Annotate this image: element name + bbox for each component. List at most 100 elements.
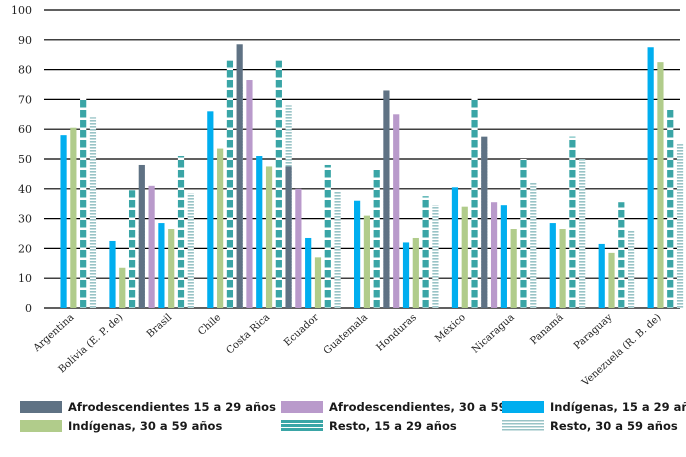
bar <box>207 111 214 308</box>
bar <box>549 223 556 308</box>
x-tick-label: Costa Rica <box>224 312 272 357</box>
bar <box>500 205 507 308</box>
x-tick-label: Ecuador <box>282 312 321 349</box>
y-tick-label: 40 <box>18 183 32 196</box>
legend-label: Indígenas, 15 a 29 años <box>550 400 686 414</box>
y-tick-label: 30 <box>18 213 32 226</box>
y-tick-label: 0 <box>25 302 32 315</box>
y-tick-label: 50 <box>18 153 32 166</box>
bar <box>510 229 517 308</box>
bar <box>354 200 361 308</box>
bar <box>598 243 605 308</box>
bar <box>305 237 312 308</box>
bar <box>402 242 410 308</box>
x-tick-label: Argentina <box>31 312 77 355</box>
bar <box>236 44 243 309</box>
bar <box>80 97 87 308</box>
legend-swatch <box>20 420 62 432</box>
bar <box>393 114 400 308</box>
bar <box>148 185 155 308</box>
y-tick-label: 60 <box>18 123 32 136</box>
legend-item: Afrodescendientes 15 a 29 años <box>20 400 276 414</box>
y-tick-label: 80 <box>18 64 32 77</box>
legend-swatch <box>281 401 323 413</box>
x-tick-label: Brasil <box>145 312 174 340</box>
bar <box>217 148 224 308</box>
x-tick-label: Venezuela (R. B. de) <box>579 312 663 389</box>
bar <box>608 252 615 308</box>
legend-label: Indígenas, 30 a 59 años <box>68 419 223 433</box>
bar <box>128 190 136 308</box>
bar <box>314 257 322 308</box>
legend-swatch <box>20 401 62 413</box>
bar <box>383 90 390 309</box>
bar <box>618 202 625 308</box>
bar <box>70 127 77 309</box>
bar <box>60 135 67 308</box>
bar <box>285 166 292 308</box>
x-tick-label: México <box>433 312 468 345</box>
legend-swatch <box>281 420 323 432</box>
bar <box>265 166 273 308</box>
y-tick-label: 90 <box>18 34 32 47</box>
bar <box>119 267 126 308</box>
bar <box>432 205 439 308</box>
legend-label: Resto, 15 a 29 años <box>329 419 457 433</box>
bar <box>246 80 253 308</box>
bar <box>334 191 341 308</box>
bar <box>138 164 145 308</box>
bar <box>275 60 282 308</box>
bar <box>422 196 429 308</box>
legend-item: Resto, 15 a 29 años <box>281 419 457 433</box>
y-tick-label: 70 <box>18 93 32 106</box>
x-tick-label: Panamá <box>529 312 566 347</box>
bar <box>471 97 478 308</box>
bar <box>177 156 185 308</box>
bar <box>256 156 263 308</box>
x-tick-label: Nicaragua <box>470 312 517 356</box>
bar <box>295 188 302 308</box>
bar <box>628 230 635 308</box>
bar <box>158 223 165 308</box>
legend-label: Afrodescendientes, 30 a 59 años <box>329 400 542 414</box>
bar <box>490 202 498 308</box>
legend-label: Afrodescendientes 15 a 29 años <box>68 400 276 414</box>
bar <box>412 237 419 308</box>
bar <box>226 60 234 308</box>
bar <box>657 62 664 309</box>
bar <box>667 108 674 308</box>
bar <box>324 164 331 308</box>
x-tick-label: Chile <box>196 312 223 338</box>
bar <box>168 229 175 308</box>
bar <box>89 117 97 308</box>
bar <box>363 215 370 308</box>
bars <box>60 44 684 309</box>
legend-item: Afrodescendientes, 30 a 59 años <box>281 400 541 414</box>
legend-swatch <box>502 420 544 432</box>
x-tick-label: Paraguay <box>572 312 615 352</box>
bar <box>569 136 576 308</box>
legend-item: Resto, 30 a 59 años <box>502 419 678 433</box>
bar <box>481 136 488 308</box>
legend-item: Indígenas, 15 a 29 años <box>502 400 686 414</box>
bar <box>373 167 380 308</box>
bar <box>579 159 586 308</box>
bar <box>109 240 116 308</box>
x-tick-label: Honduras <box>374 312 418 354</box>
y-axis-ticks: 0 10 20 30 40 50 60 70 80 90 100 <box>11 4 32 315</box>
y-tick-label: 20 <box>18 242 32 255</box>
bar <box>451 187 459 308</box>
legend-swatch <box>502 401 544 413</box>
legend-item: Indígenas, 30 a 59 años <box>20 419 222 433</box>
bar <box>559 229 566 308</box>
bar <box>187 193 194 308</box>
bar <box>647 47 654 308</box>
y-tick-label: 100 <box>11 4 32 17</box>
bar <box>461 206 468 308</box>
bar <box>676 144 684 308</box>
x-tick-label: Guatemala <box>322 312 370 357</box>
bar <box>520 159 527 308</box>
bar <box>530 182 537 308</box>
